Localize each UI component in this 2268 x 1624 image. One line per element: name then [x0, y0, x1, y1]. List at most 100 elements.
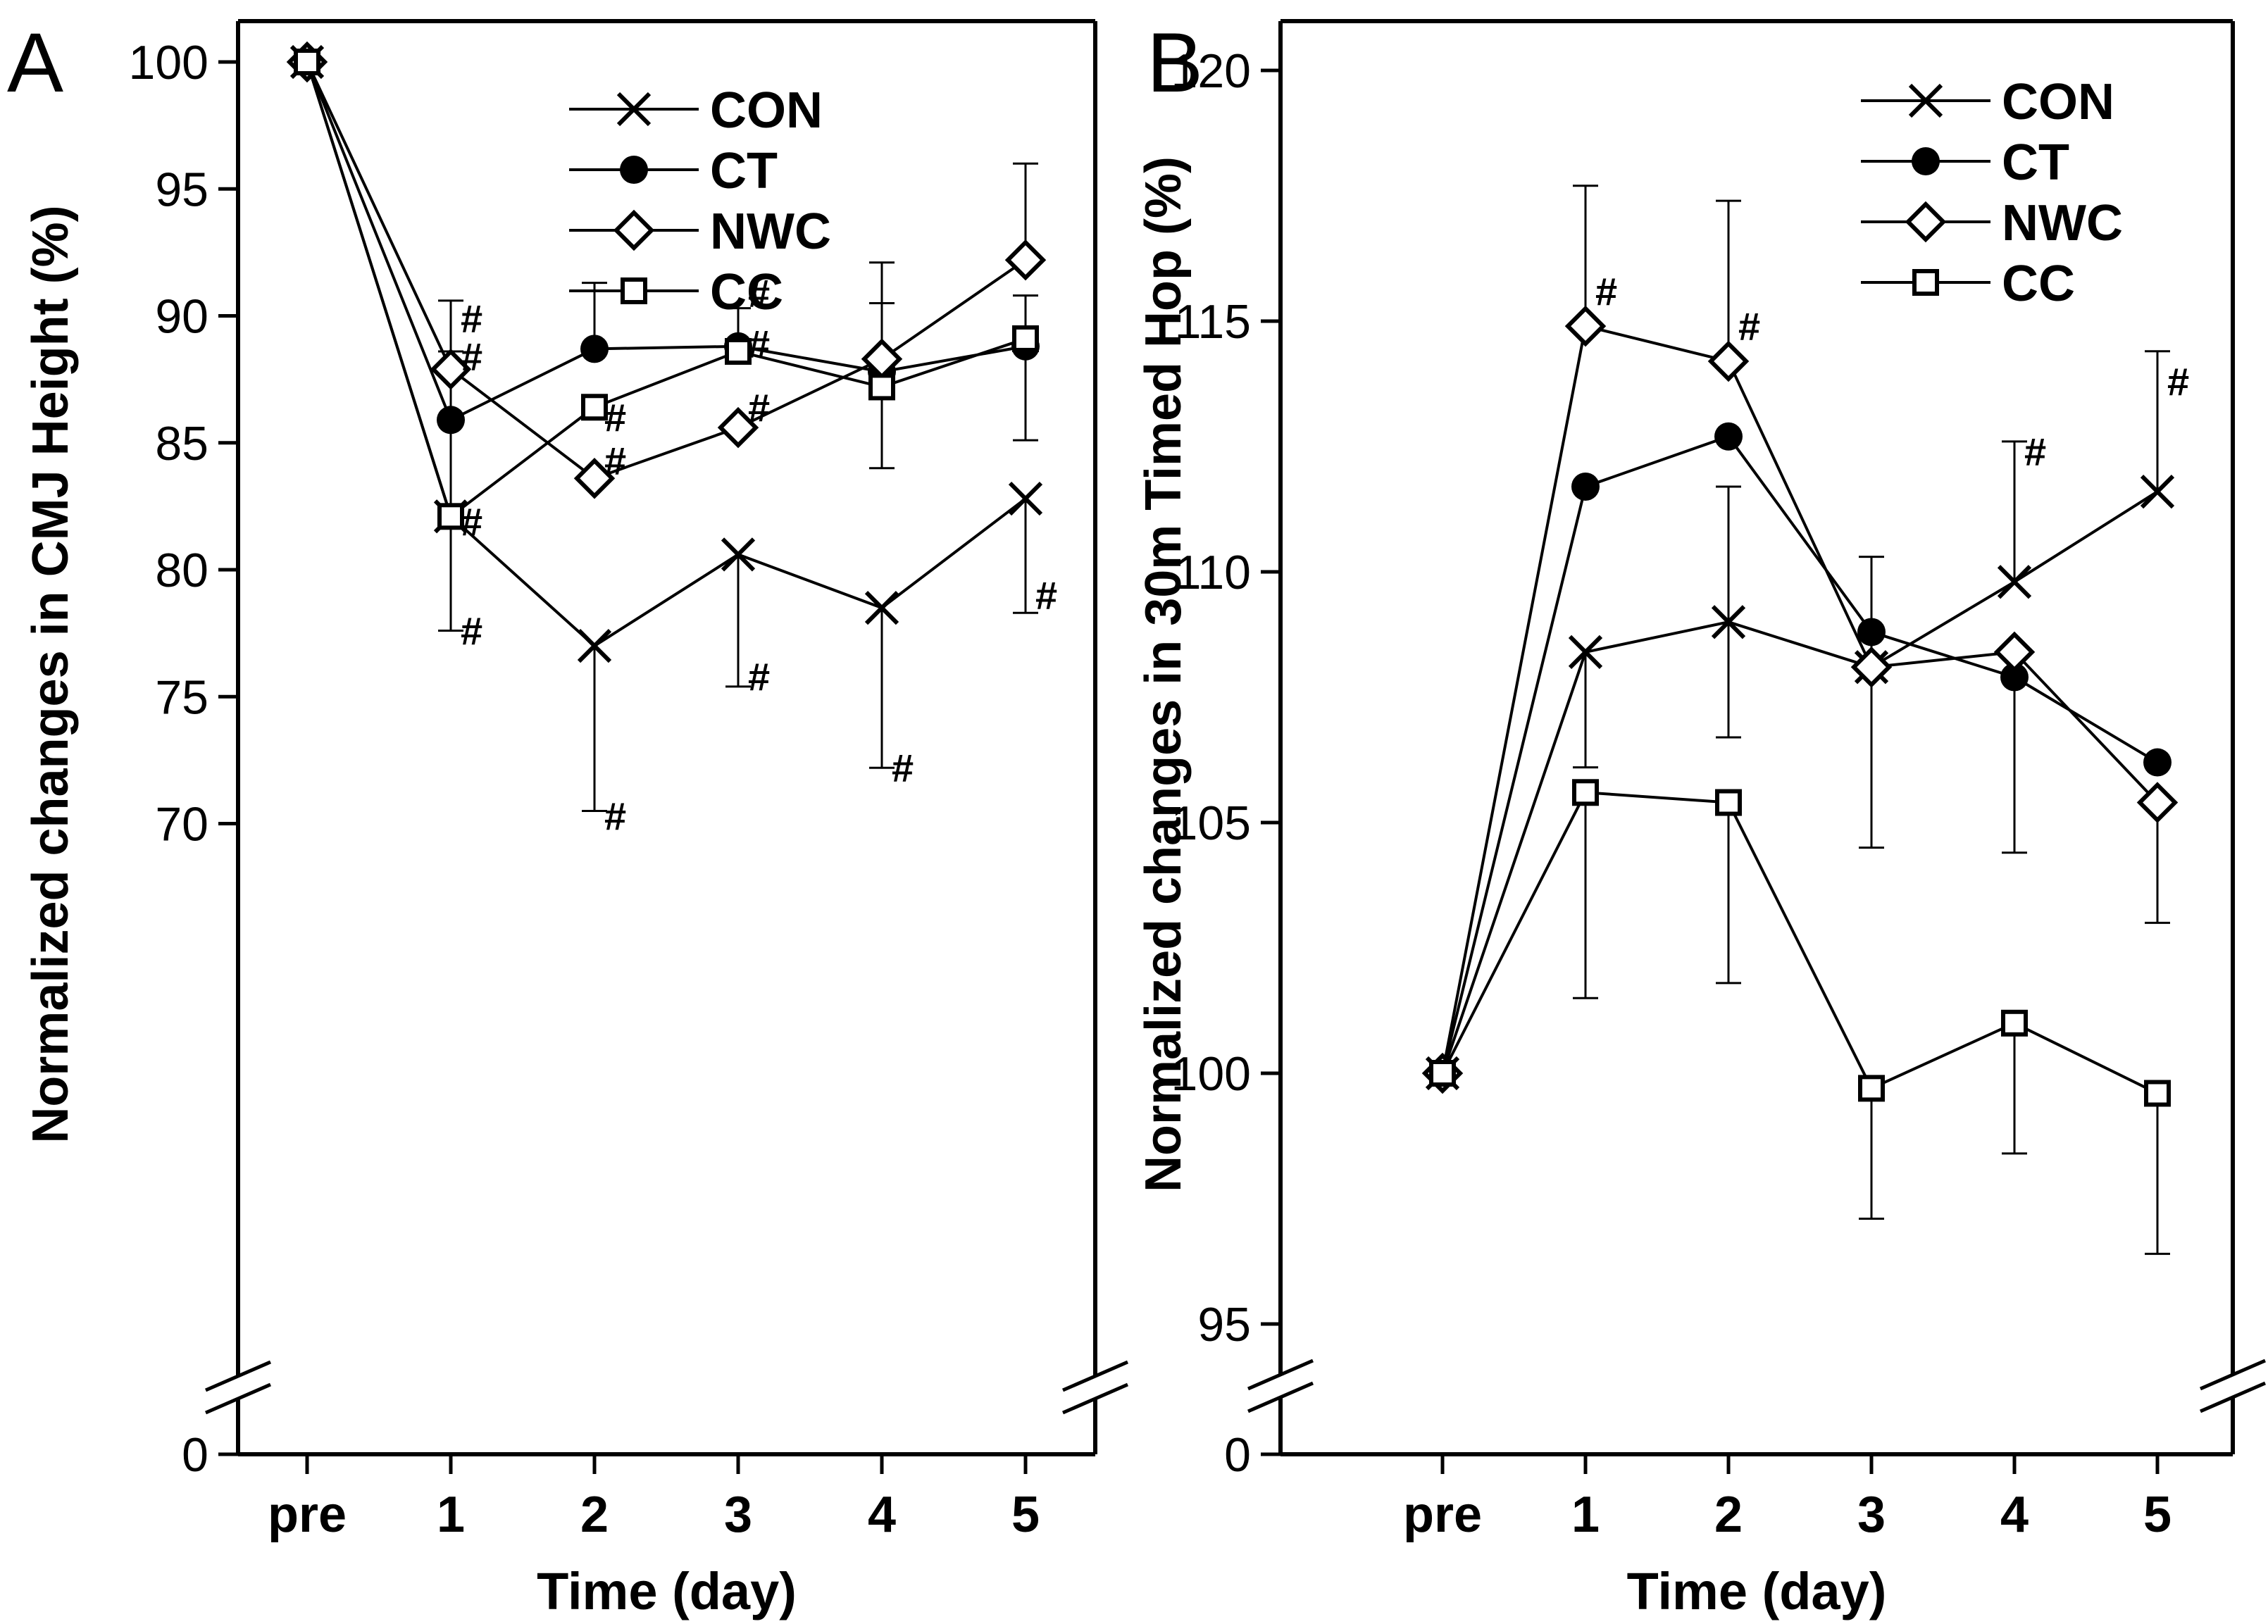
data-point — [1707, 340, 1750, 382]
y-tick-label: 110 — [1175, 546, 1251, 599]
legend-item: NWC — [569, 204, 831, 260]
legend-marker — [1905, 201, 1947, 243]
y-tick-label: 70 — [155, 798, 208, 851]
series-line — [306, 61, 1027, 480]
data-point — [1004, 239, 1047, 281]
data-point — [430, 348, 472, 390]
data-point — [2144, 1080, 2171, 1107]
x-tick-label: 5 — [1011, 1487, 1040, 1543]
y-tick-label: 100 — [1171, 1047, 1251, 1101]
legend-label: CC — [2002, 256, 2075, 312]
markers-nwc — [1421, 305, 2179, 1094]
data-point — [2001, 1009, 2028, 1037]
data-point — [1571, 472, 1600, 501]
markers-con — [289, 44, 1043, 663]
x-tick-label: pre — [1403, 1487, 1482, 1543]
significance-mark: # — [461, 500, 482, 544]
series-line — [306, 61, 1026, 423]
significance-mark: # — [748, 322, 770, 366]
significance-mark: # — [604, 794, 626, 839]
legend-item: NWC — [1861, 195, 2123, 251]
significance-mark: # — [1738, 304, 1760, 349]
y-tick-label: 95 — [155, 163, 208, 216]
data-point — [1715, 789, 1742, 816]
data-point — [721, 537, 756, 572]
y-tick-label: 120 — [1171, 44, 1251, 98]
legend-item: CC — [569, 264, 783, 320]
legend-item: CT — [1861, 135, 2069, 191]
right-axis-break-mark — [2200, 1381, 2266, 1413]
x-tick-label: 2 — [580, 1487, 609, 1543]
legend-item: CC — [1861, 256, 2075, 312]
y-tick-label: 75 — [155, 670, 208, 724]
legend-marker — [620, 156, 648, 184]
markers-ct — [1428, 422, 2172, 1087]
series-ct — [1441, 435, 2159, 1074]
series-cc — [1441, 791, 2170, 1255]
y-tick-label: 80 — [155, 544, 208, 597]
data-point — [1008, 481, 1043, 516]
data-point — [2140, 474, 2175, 509]
x-tick-label: 2 — [1714, 1487, 1743, 1543]
y-axis-break-mark — [205, 1360, 271, 1392]
data-point — [2136, 782, 2179, 823]
data-point — [1997, 565, 2032, 599]
legend-marker — [1908, 83, 1943, 118]
significance-mark: # — [748, 271, 770, 316]
data-point — [1858, 1075, 1885, 1102]
x-axis-title: Time (day) — [1627, 1562, 1887, 1620]
right-axis-break-mark — [1062, 1382, 1128, 1415]
x-tick-label: pre — [268, 1487, 347, 1543]
data-point — [1568, 635, 1603, 670]
y-axis-break-mark — [205, 1382, 271, 1415]
legend-label: CC — [710, 264, 783, 320]
series-ct — [306, 61, 1038, 442]
data-point — [1564, 305, 1607, 347]
y-axis-break-mark — [1247, 1381, 1314, 1413]
x-tick-label: 3 — [724, 1487, 752, 1543]
data-point — [437, 406, 465, 435]
data-point — [437, 503, 464, 530]
series-con — [1441, 350, 2170, 1074]
data-point — [2143, 748, 2172, 777]
data-point — [1429, 1060, 1456, 1087]
markers-nwc — [286, 41, 1047, 499]
series-line — [1441, 791, 2158, 1095]
y-tick-label: 115 — [1175, 295, 1251, 349]
y-tick-label: 100 — [129, 36, 208, 89]
legend-item: CON — [1861, 74, 2114, 130]
panel-label: B — [1147, 15, 1203, 110]
x-axis-title: Time (day) — [537, 1562, 797, 1620]
significance-mark: # — [461, 296, 482, 341]
y-axis-title: Normalized changes in CMJ Height (%) — [23, 205, 79, 1143]
x-tick-label: 3 — [1857, 1487, 1886, 1543]
legend-label: CT — [710, 143, 778, 199]
x-tick-label: 4 — [2000, 1487, 2029, 1543]
significance-mark: # — [2167, 359, 2189, 404]
data-point — [294, 49, 320, 75]
significance-mark: # — [748, 654, 770, 699]
legend-label: NWC — [710, 204, 831, 260]
y-axis-break-mark — [1247, 1358, 1314, 1391]
data-point — [2000, 663, 2029, 692]
series-line — [1441, 435, 2159, 1074]
data-point — [1993, 631, 2036, 673]
data-point — [1714, 422, 1743, 451]
legend-item: CT — [569, 143, 778, 199]
significance-mark: # — [1035, 573, 1057, 618]
data-point — [1711, 605, 1746, 639]
data-point — [1572, 779, 1599, 806]
series-line — [1441, 324, 2159, 1074]
y-tick-label: 85 — [155, 417, 208, 470]
legend-label: CON — [710, 82, 823, 139]
y-tick-label: 0 — [182, 1428, 208, 1482]
legend-marker — [621, 277, 647, 304]
y-tick-label: 90 — [155, 290, 208, 344]
x-tick-label: 1 — [437, 1487, 465, 1543]
markers-cc — [1429, 779, 2171, 1107]
y-tick-label: 0 — [1224, 1428, 1251, 1482]
significance-mark: # — [892, 746, 914, 790]
data-point — [577, 629, 612, 663]
data-point — [868, 373, 895, 401]
y-tick-label: 95 — [1197, 1298, 1251, 1351]
